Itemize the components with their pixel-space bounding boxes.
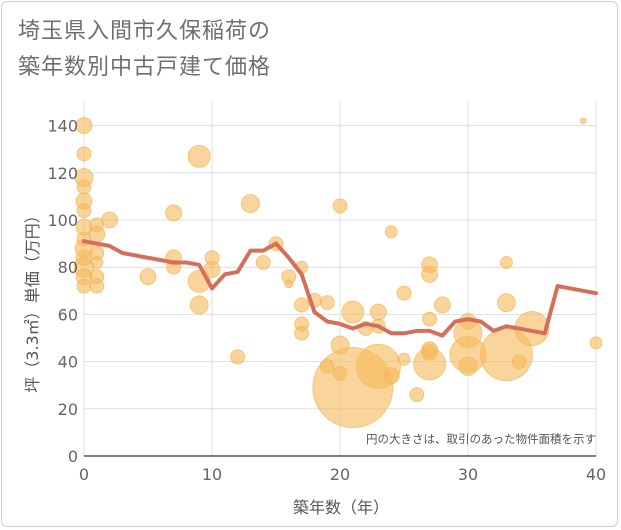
y-tick-label: 100 [47,211,78,230]
bubble-point [101,211,118,229]
bubble-point [396,285,412,301]
bubble-point [89,278,105,294]
bubble-point [139,268,157,286]
bubble-point [240,194,260,213]
bubble-point [187,144,211,168]
bubble-point [294,325,310,341]
x-tick-label: 40 [586,465,606,484]
bubble-point [284,279,294,289]
bubble-point [319,295,335,311]
chart-title-line-1: 埼玉県入間市久保稲荷の [18,19,272,44]
bubble-point [165,204,183,222]
chart-title: 埼玉県入間市久保稲荷の 築年数別中古戸建て価格 [18,14,271,86]
bubble-point [382,367,400,385]
x-tick-label: 0 [79,465,89,484]
bubble-point [579,117,587,125]
bubble-point [589,336,603,350]
bubble-point [511,354,527,370]
y-tick-label: 140 [47,117,78,136]
bubble-point [76,146,92,162]
y-tick-label: 40 [58,353,78,372]
bubble-point [421,265,439,283]
y-tick-label: 80 [58,258,78,277]
bubble-point [369,303,387,321]
y-tick-label: 120 [47,164,78,183]
bubble-point [397,352,411,366]
bubble-point [433,296,451,314]
y-tick-label: 0 [68,447,78,466]
x-tick-label: 30 [458,465,478,484]
bubble-point [499,256,513,269]
bubble-point [90,256,104,269]
bubble-point [413,347,447,381]
size-annotation: 円の大きさは、取引のあった物件面積を示す [366,432,596,446]
bubble-point [76,203,92,218]
bubble-point [384,225,398,239]
bubble-point [76,179,92,195]
x-axis-label: 築年数（年） [293,498,389,517]
y-tick-label: 60 [58,305,78,324]
bubble-point [75,117,93,134]
bubble-point [76,278,92,294]
bubble-point [458,356,478,376]
x-tick-label: 10 [202,465,222,484]
bubble-point [341,300,365,324]
bubble-point [496,293,516,313]
bubble-point [422,311,438,327]
bubble-point [409,387,425,403]
bubble-point [294,297,310,313]
bubble-point [230,349,246,365]
x-tick-label: 20 [330,465,350,484]
y-axis-label: 坪（3.3㎡）単価（万円） [23,207,42,392]
bubble-layer [73,117,603,428]
trend-layer [82,239,598,338]
trend-line [82,239,598,338]
bubble-point [332,198,348,214]
bubble-point [255,255,271,270]
bubble-point [88,225,106,243]
tick-labels: 0 20 40 60 80 100 120 140 0 10 20 30 40 [47,117,606,484]
chart-title-line-2: 築年数別中古戸建て価格 [18,55,272,80]
bubble-point [189,295,209,315]
y-tick-label: 20 [58,400,78,419]
